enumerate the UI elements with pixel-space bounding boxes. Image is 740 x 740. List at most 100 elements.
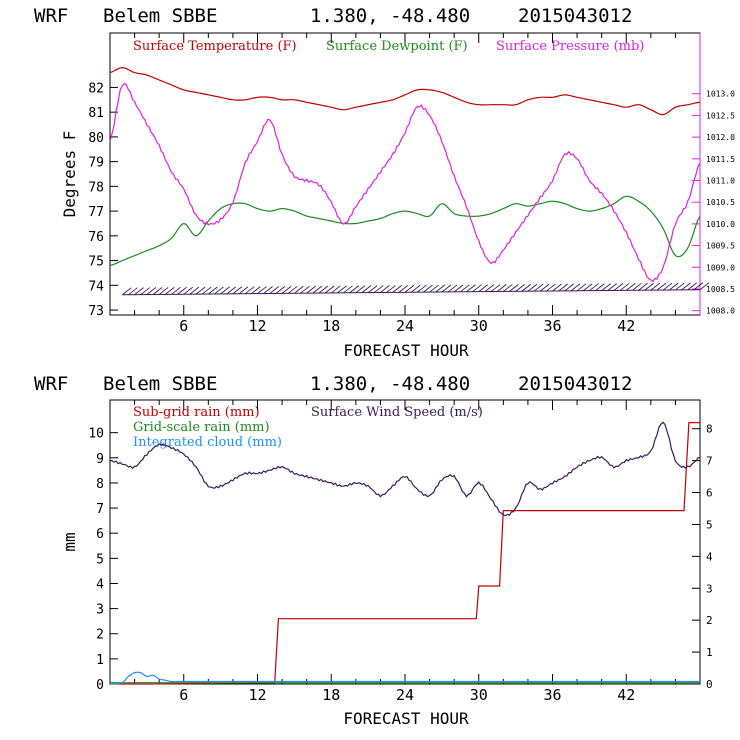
- wind-barb: [601, 283, 611, 291]
- wind-barb: [632, 282, 642, 291]
- panel1-x-axis-label: FORECAST HOUR: [343, 341, 469, 360]
- wind-barb: [576, 283, 587, 292]
- wind-barb: [330, 285, 341, 294]
- wind-barb: [189, 286, 200, 295]
- panel1-title-run: 2015043012: [518, 5, 632, 27]
- wind-barb: [613, 283, 624, 291]
- wind-barb: [607, 283, 618, 291]
- wind-barb: [251, 286, 261, 294]
- wind-barb: [410, 284, 421, 293]
- panel2-ytick-label: 2: [96, 628, 104, 643]
- wind-barb: [361, 285, 372, 294]
- wind-barb: [638, 282, 648, 291]
- panel1-y-axis-label: Degrees F: [60, 131, 79, 218]
- wind-barb: [453, 284, 464, 293]
- panel1-series: [109, 66, 701, 283]
- panel2-ytick-label: 10: [88, 427, 104, 442]
- wind-barb: [294, 285, 304, 294]
- series-integrated-cloud-mm: [109, 671, 700, 685]
- panel2-xtick-label: 12: [248, 686, 266, 704]
- panel1-wind-barbs: [122, 282, 710, 296]
- wind-barb: [546, 283, 556, 292]
- panel2-xtick-label: 18: [322, 686, 340, 704]
- legend-surface-temperature: Surface Temperature (F): [133, 39, 297, 54]
- panel2-ytick-label: 0: [96, 678, 104, 693]
- wind-barb: [625, 283, 636, 291]
- wind-barb: [300, 285, 310, 294]
- panel2-ytick-label: 6: [96, 527, 104, 542]
- wind-barb: [533, 283, 544, 292]
- panel1-ytick-label: 73: [88, 304, 104, 319]
- wind-barb: [687, 282, 697, 291]
- legend-gridscale-rain: Grid-scale rain (mm): [133, 420, 270, 435]
- panel1-ytick-label: 82: [88, 81, 104, 96]
- wind-barb: [398, 284, 409, 293]
- wind-barb: [515, 283, 525, 292]
- wind-barb: [589, 283, 599, 292]
- panel1-ytick-label: 75: [88, 255, 104, 270]
- wind-barb: [177, 286, 187, 295]
- wind-barb: [503, 284, 513, 292]
- wind-barb: [460, 284, 470, 293]
- panel1-ytick-label: 74: [88, 279, 104, 294]
- wind-barb: [527, 283, 538, 292]
- legend-surface-dewpoint: Surface Dewpoint (F): [326, 39, 468, 54]
- panel2-ytick-label: 5: [96, 552, 104, 567]
- wind-barb: [140, 287, 151, 295]
- panel2-ytick-label: 3: [96, 603, 104, 618]
- panel2-y2tick-label: 5: [706, 518, 713, 531]
- panel2-ytick-label: 1: [96, 653, 104, 668]
- wind-barb: [263, 286, 273, 294]
- wind-barb: [472, 284, 482, 293]
- wind-barb: [287, 285, 298, 294]
- panel1-y2tick-label: 1012.0: [706, 133, 735, 142]
- wind-barb: [441, 284, 452, 293]
- panel1-title-coords: 1.380, -48.480: [310, 5, 470, 27]
- wind-barb: [386, 285, 396, 293]
- wind-barb: [429, 284, 439, 293]
- panel1-x-ticks: 6 12 18 24 30 36 42: [134, 33, 676, 335]
- wind-barb: [349, 285, 359, 294]
- wind-barb: [238, 286, 249, 295]
- wind-barb: [201, 286, 212, 295]
- panel2-y2tick-label: 2: [706, 614, 713, 627]
- panel2-xtick-label: 36: [543, 686, 561, 704]
- wind-barb: [392, 285, 402, 293]
- panel2-xtick-label: 42: [617, 686, 635, 704]
- wind-barb: [146, 287, 157, 295]
- wind-barb: [226, 286, 237, 295]
- panel-temperature: WRF Belem SBBE 1.380, -48.480 2015043012…: [34, 5, 735, 360]
- wind-barb: [644, 282, 654, 291]
- wind-barb: [423, 284, 433, 293]
- wind-barb: [183, 286, 194, 295]
- panel1-y2tick-label: 1009.5: [706, 242, 735, 251]
- panel2-y2tick-label: 7: [706, 455, 713, 468]
- panel2-xtick-label: 30: [470, 686, 488, 704]
- wind-barb: [214, 286, 224, 295]
- panel2-title-model: WRF: [34, 373, 68, 395]
- wind-barb: [275, 286, 286, 294]
- panel-precipitation: WRF Belem SBBE 1.380, -48.480 2015043012…: [34, 373, 713, 728]
- wind-barb: [521, 283, 532, 292]
- panel1-ytick-label: 81: [88, 106, 104, 121]
- panel2-ytick-label: 9: [96, 452, 104, 467]
- wind-barb: [165, 287, 175, 295]
- wind-barb: [675, 282, 685, 291]
- panel2-ytick-label: 8: [96, 477, 104, 492]
- series-surface-wind-speed-m-s: [110, 421, 701, 517]
- panel1-y2tick-label: 1011.0: [706, 177, 735, 186]
- panel1-y2tick-label: 1010.5: [706, 198, 735, 207]
- wind-barb: [324, 285, 335, 294]
- wind-barb: [312, 285, 323, 294]
- wind-barb: [355, 285, 366, 294]
- panel1-y2tick-label: 1008.0: [706, 307, 735, 316]
- panel1-xtick-label: 6: [179, 317, 188, 335]
- panel2-ytick-label: 7: [96, 502, 104, 517]
- panel2-y2tick-label: 6: [706, 487, 713, 500]
- legend-surface-wind-speed: Surface Wind Speed (m/s): [311, 405, 483, 420]
- wind-barb: [662, 282, 673, 291]
- wind-barb: [478, 284, 489, 293]
- wind-barb: [367, 285, 378, 293]
- wind-barb: [158, 287, 169, 295]
